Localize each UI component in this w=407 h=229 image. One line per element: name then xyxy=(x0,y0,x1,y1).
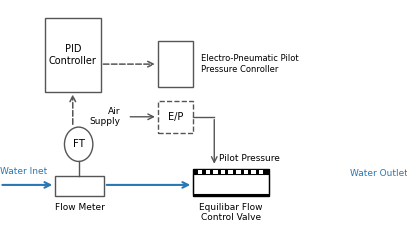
Bar xyxy=(205,169,210,174)
Bar xyxy=(220,169,225,174)
Bar xyxy=(235,169,241,174)
Text: Flow Meter: Flow Meter xyxy=(55,203,105,212)
Text: Equilibar Flow
Control Valve: Equilibar Flow Control Valve xyxy=(199,203,263,222)
Text: Air
Supply: Air Supply xyxy=(90,107,121,126)
Bar xyxy=(250,169,256,174)
Text: Water Outlet: Water Outlet xyxy=(350,169,407,178)
Bar xyxy=(228,169,233,174)
Bar xyxy=(45,18,101,92)
Bar xyxy=(193,194,269,196)
Bar xyxy=(258,169,263,174)
Bar xyxy=(197,169,203,174)
Bar xyxy=(55,176,104,196)
Ellipse shape xyxy=(64,127,93,161)
Text: PID
Controller: PID Controller xyxy=(49,44,97,66)
Bar xyxy=(212,169,218,174)
Bar xyxy=(158,41,193,87)
Bar xyxy=(193,169,269,196)
Bar xyxy=(158,101,193,133)
Bar xyxy=(193,169,269,174)
Bar xyxy=(243,169,248,174)
Text: Water Inet: Water Inet xyxy=(0,167,47,176)
Text: Electro-Pneumatic Pilot
Pressure Conroller: Electro-Pneumatic Pilot Pressure Conroll… xyxy=(201,55,299,74)
Text: Pilot Pressure: Pilot Pressure xyxy=(219,153,280,163)
Bar xyxy=(193,174,269,194)
Text: E/P: E/P xyxy=(168,112,183,122)
Text: FT: FT xyxy=(73,139,85,149)
